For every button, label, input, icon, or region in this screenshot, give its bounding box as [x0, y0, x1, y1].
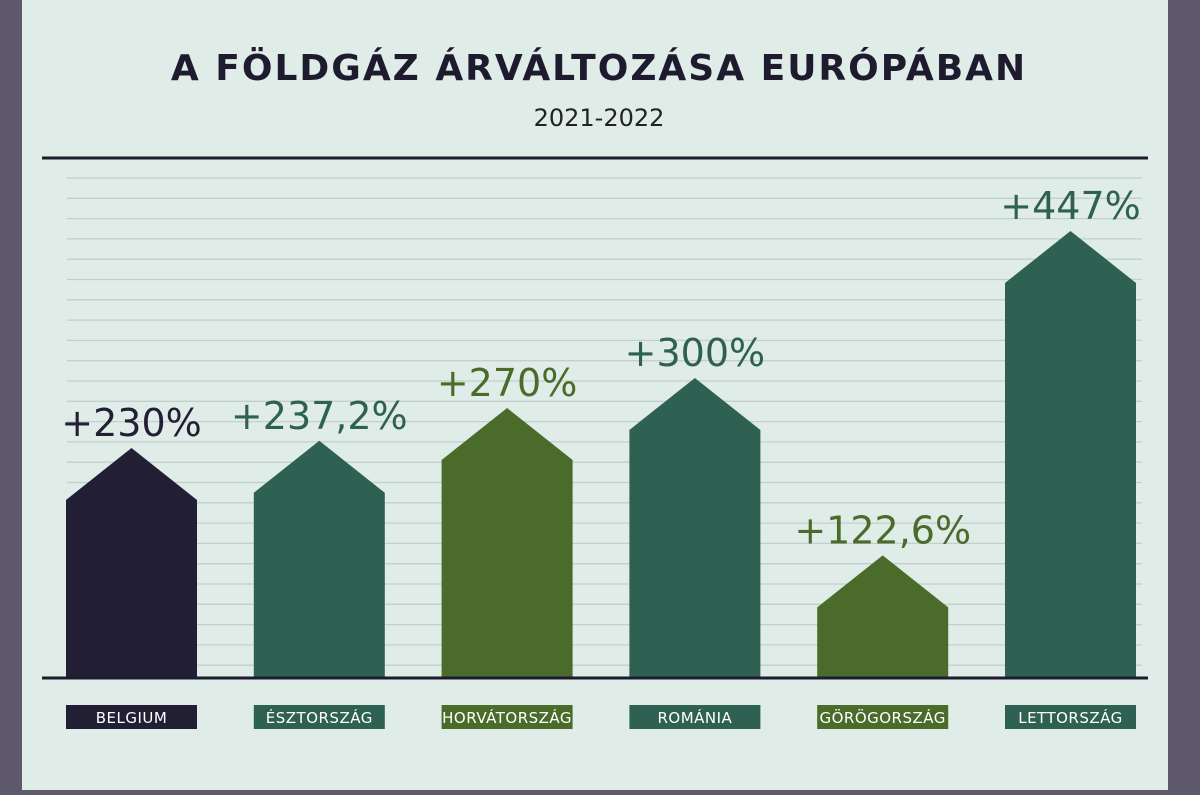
category-label-box: [629, 705, 761, 729]
category-label-box: [253, 705, 385, 729]
category-label: ÉSZTORSZÁG: [266, 708, 373, 727]
category-label: GÖRÖGORSZÁG: [819, 708, 945, 727]
value-label: +230%: [61, 401, 201, 445]
bar-észtország: [253, 440, 385, 678]
value-label: +122,6%: [794, 508, 971, 552]
grid-lines: [67, 177, 1142, 666]
chart-frame: A FÖLDGÁZ ÁRVÁLTOZÁSA EURÓPÁBAN 2021-202…: [22, 0, 1168, 790]
chart-subtitle: 2021-2022: [534, 104, 665, 132]
category-label-box: [817, 705, 949, 729]
bar-belgium: [66, 448, 197, 678]
bars: +230% +237,2% +270% +300% +122,6% +447%: [61, 184, 1141, 678]
bar-horvátország: [441, 408, 573, 678]
category-label-box: [441, 705, 573, 729]
value-label: +447%: [1000, 184, 1140, 228]
category-label: LETTORSZÁG: [1018, 708, 1123, 727]
value-label: +237,2%: [231, 394, 408, 438]
value-label: +300%: [625, 331, 765, 375]
category-label-box: [1005, 705, 1136, 729]
category-label: BELGIUM: [96, 709, 168, 727]
chart-title: A FÖLDGÁZ ÁRVÁLTOZÁSA EURÓPÁBAN: [171, 47, 1027, 89]
bar-görögország: [817, 555, 949, 678]
bar-lettország: [1005, 231, 1136, 678]
value-label: +270%: [437, 361, 577, 405]
bar-chart: A FÖLDGÁZ ÁRVÁLTOZÁSA EURÓPÁBAN 2021-202…: [42, 47, 1148, 729]
category-label: ROMÁNIA: [657, 708, 732, 727]
category-labels: BELGIUM ÉSZTORSZÁG HORVÁTORSZÁG ROMÁNIA GÖRÖ…: [66, 705, 1136, 729]
bar-románia: [629, 378, 761, 678]
category-label: HORVÁTORSZÁG: [442, 708, 572, 727]
category-label-box: [66, 705, 197, 729]
